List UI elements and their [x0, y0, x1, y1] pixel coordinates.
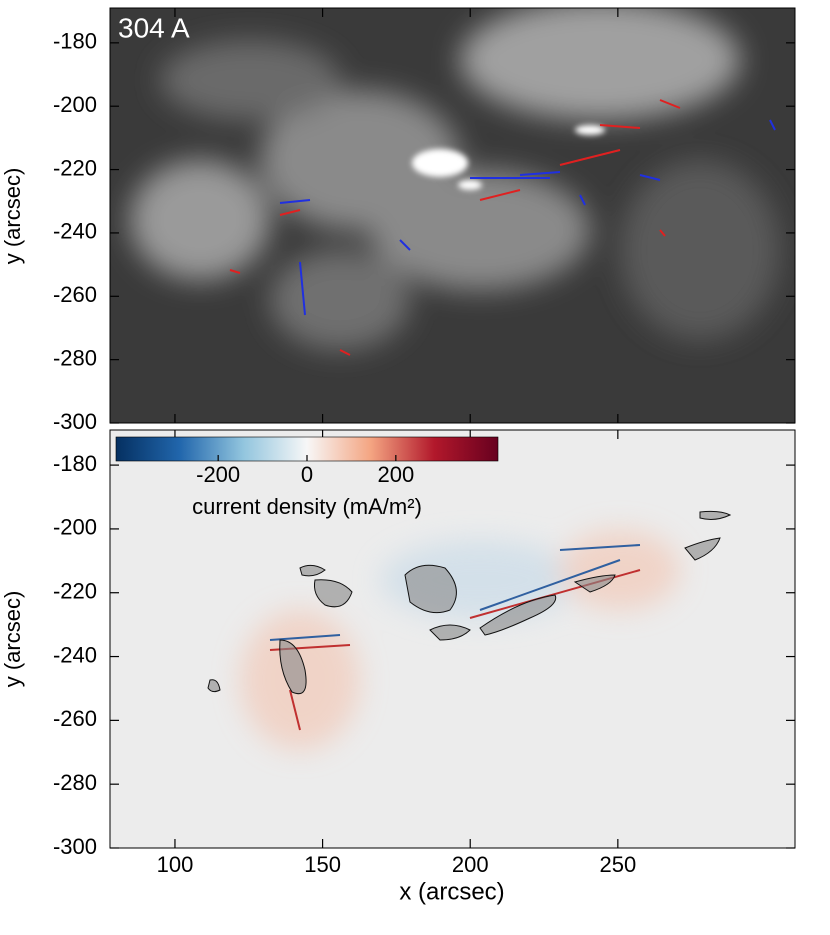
colorbar-tick-label: 200 — [377, 462, 414, 487]
y-tick-label: -200 — [53, 92, 97, 117]
y-tick-label: -180 — [53, 451, 97, 476]
y-tick-label: -300 — [53, 834, 97, 859]
y-tick-label: -220 — [53, 579, 97, 604]
current-map — [110, 430, 795, 848]
colorbar-tick-label: -200 — [196, 462, 240, 487]
y-tick-label: -240 — [53, 219, 97, 244]
y-tick-label: -200 — [53, 515, 97, 540]
y-tick-label: -300 — [53, 409, 97, 434]
panel-label: 304 A — [118, 12, 190, 43]
y-tick-label: -260 — [53, 282, 97, 307]
y-tick-label: -240 — [53, 642, 97, 667]
colorbar-tick-label: 0 — [301, 462, 313, 487]
panel-frame — [109, 7, 796, 424]
y-axis-label: y (arcsec) — [0, 168, 25, 265]
y-tick-label: -260 — [53, 706, 97, 731]
x-tick-label: 150 — [304, 852, 341, 877]
x-tick-label: 250 — [599, 852, 636, 877]
y-tick-label: -180 — [53, 29, 97, 54]
panel-frame — [109, 429, 796, 849]
y-tick-label: -220 — [53, 155, 97, 180]
euv-image — [110, 8, 795, 423]
y-tick-label: -280 — [53, 770, 97, 795]
y-tick-label: -280 — [53, 345, 97, 370]
x-tick-label: 200 — [452, 852, 489, 877]
x-axis-label: x (arcsec) — [399, 878, 504, 905]
y-axis-label: y (arcsec) — [0, 591, 25, 688]
x-tick-label: 100 — [157, 852, 194, 877]
colorbar-label: current density (mA/m²) — [192, 494, 422, 519]
